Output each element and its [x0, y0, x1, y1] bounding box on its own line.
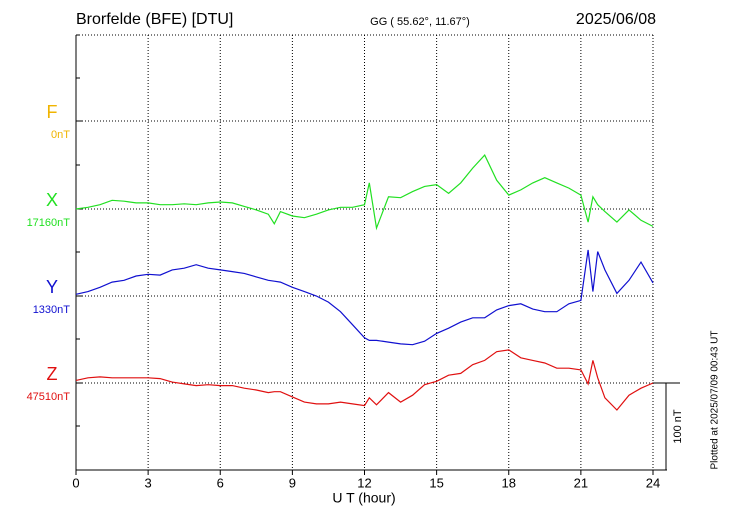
series-line	[75, 154, 654, 231]
x-tick-label: 3	[145, 475, 152, 490]
x-tick-label: 6	[217, 475, 224, 490]
series-baseline-label: 1330nT	[33, 304, 71, 316]
footnote: Plotted at 2025/07/09 00:43 UT	[710, 331, 721, 470]
x-tick-label: 9	[289, 475, 296, 490]
x-axis-label: U T (hour)	[332, 490, 395, 506]
series-name: Z	[47, 364, 58, 384]
date: 2025/06/08	[576, 11, 656, 28]
x-tick-label: 24	[646, 475, 660, 490]
x-tick-label: 15	[429, 475, 443, 490]
x-tick-label: 0	[72, 475, 79, 490]
series-name: X	[46, 190, 58, 210]
x-tick-label: 18	[502, 475, 516, 490]
series-line	[75, 349, 654, 411]
x-tick-label: 12	[357, 475, 371, 490]
series-baseline-label: 17160nT	[27, 217, 71, 229]
series-name: Y	[46, 277, 58, 297]
scale-bar-label: 100 nT	[672, 409, 684, 444]
x-tick-label: 21	[574, 475, 588, 490]
series-line	[75, 249, 654, 346]
subtitle: GG ( 55.62°, 11.67°)	[370, 16, 470, 28]
series-baseline-label: 0nT	[51, 129, 70, 141]
series-name: F	[47, 102, 58, 122]
chart-title: Brorfelde (BFE) [DTU]	[76, 11, 233, 28]
series-baseline-label: 47510nT	[27, 391, 71, 403]
